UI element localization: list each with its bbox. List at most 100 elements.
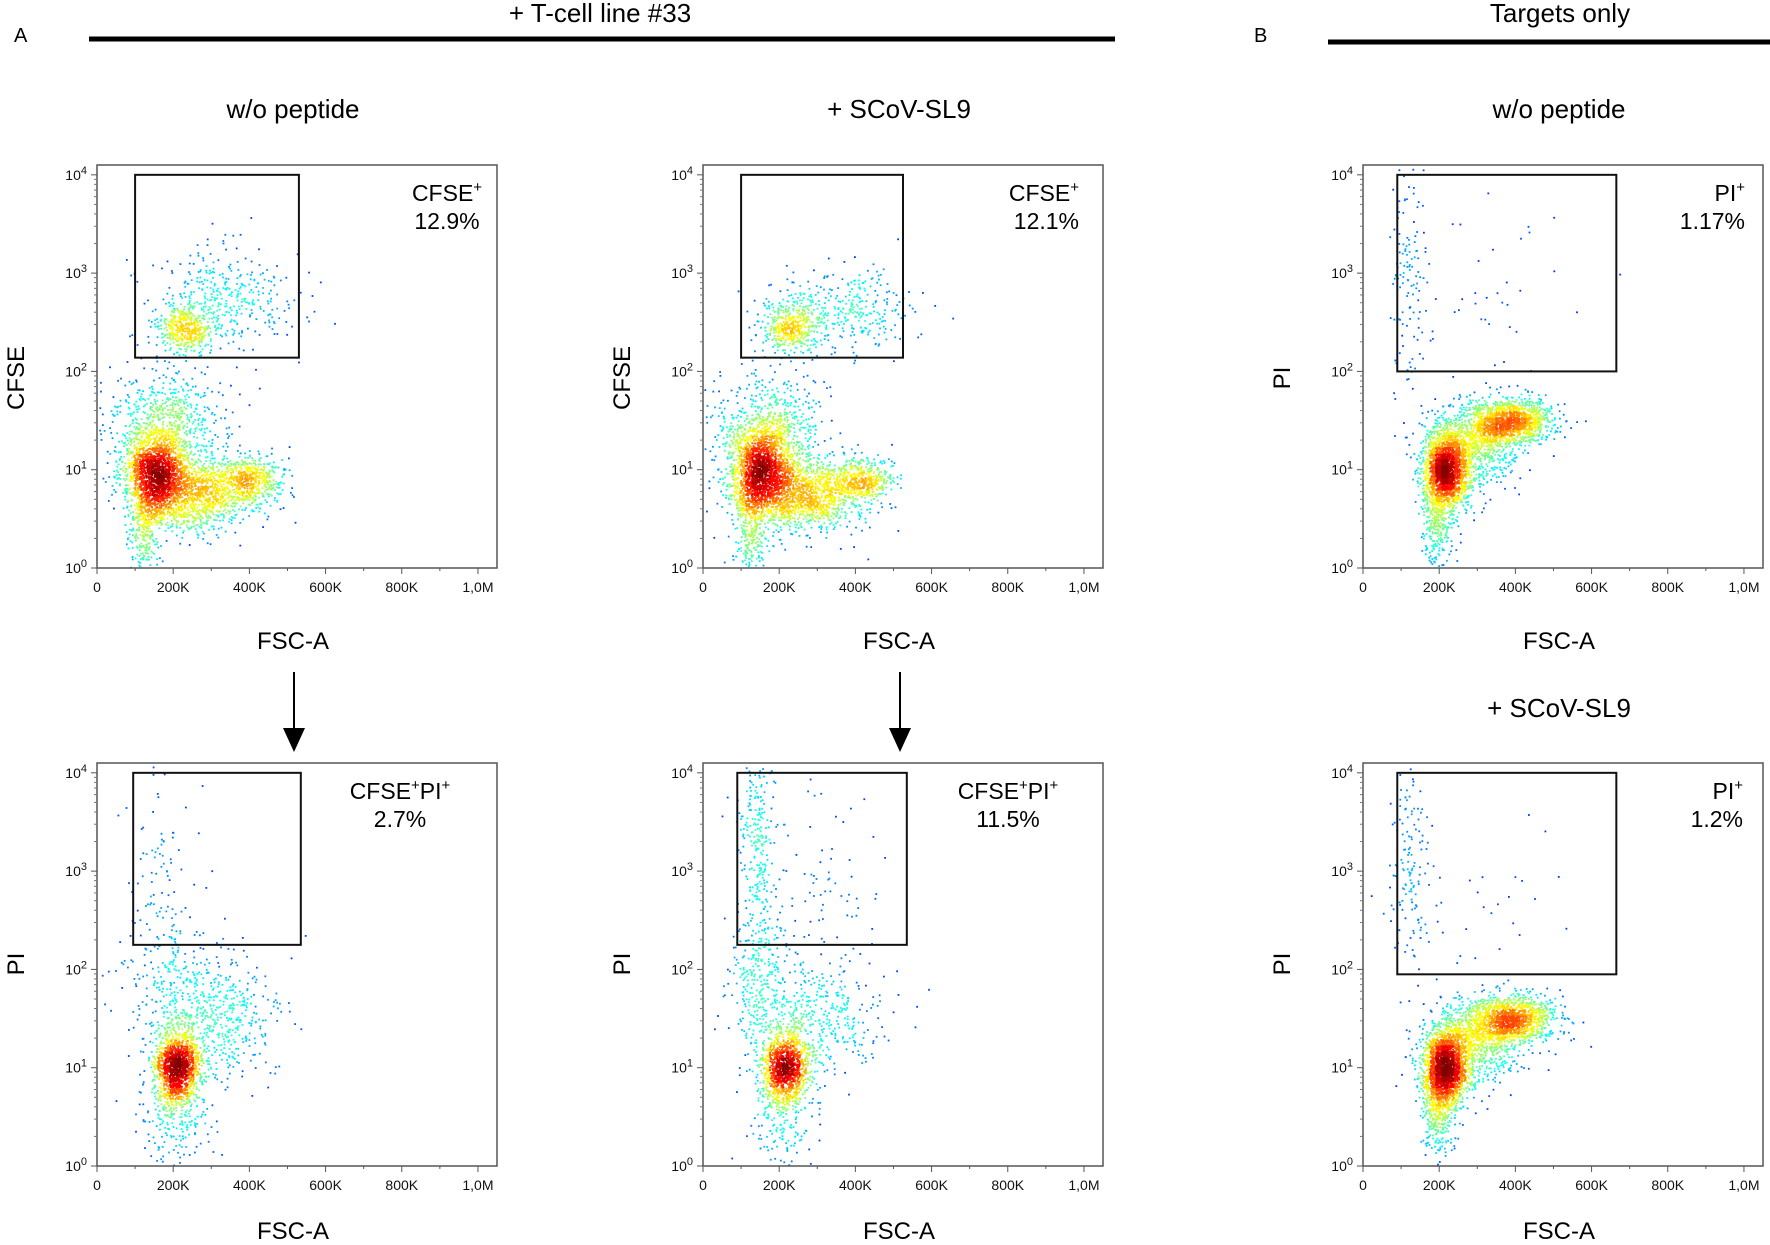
data-point — [259, 306, 261, 308]
data-point — [234, 532, 236, 534]
data-point — [289, 446, 291, 448]
data-point — [167, 368, 169, 370]
data-point — [181, 413, 183, 415]
data-point — [239, 545, 241, 547]
data-point — [258, 511, 260, 513]
data-point — [148, 542, 150, 544]
data-point — [196, 301, 198, 303]
data-point — [183, 530, 185, 532]
data-point — [222, 240, 224, 242]
data-point — [241, 313, 243, 315]
data-point — [154, 323, 156, 325]
data-point — [182, 532, 184, 534]
data-point — [170, 314, 172, 316]
data-point — [236, 312, 238, 314]
data-point — [154, 319, 156, 321]
data-point — [208, 408, 210, 410]
data-point — [118, 464, 120, 466]
data-point — [231, 499, 233, 501]
data-point — [281, 459, 283, 461]
data-point — [167, 397, 169, 399]
data-point — [228, 312, 230, 314]
data-point — [225, 531, 227, 533]
data-point — [164, 320, 166, 322]
data-point — [185, 351, 187, 353]
data-point — [151, 409, 153, 411]
data-point — [210, 445, 212, 447]
data-point — [207, 299, 209, 301]
data-point — [204, 463, 206, 465]
data-point — [276, 492, 278, 494]
data-point — [197, 537, 199, 539]
data-point — [268, 473, 270, 475]
data-point — [238, 269, 240, 271]
data-point — [208, 312, 210, 314]
data-point — [271, 316, 273, 318]
data-point — [131, 494, 133, 496]
data-point — [109, 366, 111, 368]
data-point — [207, 239, 209, 241]
data-point — [153, 553, 155, 555]
data-point — [276, 265, 278, 267]
data-point — [231, 309, 233, 311]
data-point — [192, 306, 194, 308]
data-point — [132, 517, 134, 519]
data-point — [214, 285, 216, 287]
data-point — [269, 493, 271, 495]
data-point — [199, 281, 201, 283]
data-point — [200, 277, 202, 279]
data-point — [290, 492, 292, 494]
data-point — [160, 319, 162, 321]
data-point — [210, 543, 212, 545]
data-point — [218, 515, 220, 517]
data-point — [218, 259, 220, 261]
data-point — [122, 461, 124, 463]
data-point — [195, 393, 197, 395]
data-point — [156, 409, 158, 411]
data-point — [165, 303, 167, 305]
data-point — [189, 298, 191, 300]
data-point — [191, 405, 193, 407]
data-point — [211, 452, 213, 454]
data-point — [173, 400, 175, 402]
data-point — [148, 398, 150, 400]
data-point — [184, 443, 186, 445]
data-point — [270, 281, 272, 283]
data-point — [244, 453, 246, 455]
data-point — [268, 496, 270, 498]
data-point — [182, 388, 184, 390]
data-point — [185, 360, 187, 362]
data-point — [217, 436, 219, 438]
data-point — [205, 457, 207, 459]
data-point — [259, 264, 261, 266]
data-point — [220, 303, 222, 305]
data-point — [200, 351, 202, 353]
data-point — [143, 422, 145, 424]
data-point — [180, 263, 182, 265]
figure-canvas: A B + T-cell line #33 Targets only w/o p… — [0, 0, 1770, 1245]
data-point — [167, 409, 169, 411]
data-point — [172, 310, 174, 312]
data-point — [228, 435, 230, 437]
data-point — [202, 522, 204, 524]
data-point — [127, 440, 129, 442]
data-point — [186, 348, 188, 350]
data-point — [219, 309, 221, 311]
data-point — [173, 389, 175, 391]
data-point — [291, 326, 293, 328]
data-point — [232, 506, 234, 508]
data-point — [260, 274, 262, 276]
data-point — [166, 425, 168, 427]
data-point — [190, 304, 192, 306]
data-point — [173, 422, 175, 424]
data-point — [205, 293, 207, 295]
data-point — [223, 517, 225, 519]
data-point — [225, 300, 227, 302]
data-point — [219, 382, 221, 384]
data-point — [240, 293, 242, 295]
data-point — [242, 509, 244, 511]
data-point — [191, 279, 193, 281]
data-point — [180, 303, 182, 305]
data-point — [247, 457, 249, 459]
data-point — [222, 459, 224, 461]
